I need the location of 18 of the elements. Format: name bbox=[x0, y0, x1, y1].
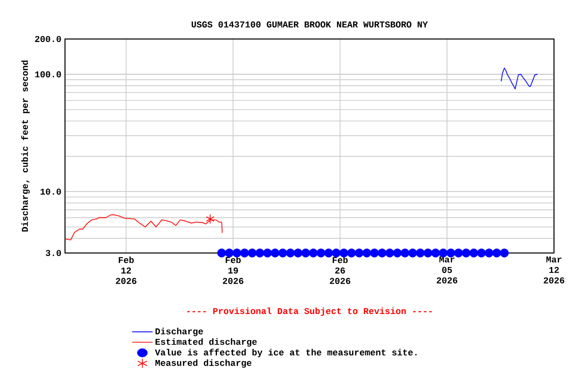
legend-title: ---- Provisional Data Subject to Revision ---- bbox=[187, 308, 432, 316]
y-tick-label: 10.0 bbox=[40, 188, 61, 195]
legend-label: Discharge bbox=[156, 328, 203, 336]
y-tick-label: 200.0 bbox=[35, 36, 61, 42]
legend-label: Measured discharge bbox=[155, 359, 252, 368]
line-series bbox=[64, 214, 223, 240]
x-tick-label: Feb 12 2026 bbox=[116, 256, 136, 284]
x-tick-label: Feb 19 2026 bbox=[222, 256, 244, 284]
x-tick-label: Mar 05 2026 bbox=[436, 256, 458, 284]
y-tick-label: 3.0 bbox=[46, 250, 61, 256]
y-axis-title: Discharge, cubic feet per second bbox=[21, 60, 30, 232]
legend-label: Value is affected by ice at the measurement site. bbox=[154, 348, 417, 358]
x-tick-label: Mar 12 2026 bbox=[544, 256, 564, 284]
legend-label: Estimated discharge bbox=[156, 338, 257, 347]
chart-title: USGS 01437100 GUMAER BROOK NEAR WURTSBORO NY bbox=[192, 21, 428, 28]
x-tick-label: Feb 26 2026 bbox=[330, 256, 350, 284]
line-series bbox=[500, 68, 538, 90]
y-tick-label: 100.0 bbox=[35, 71, 61, 78]
